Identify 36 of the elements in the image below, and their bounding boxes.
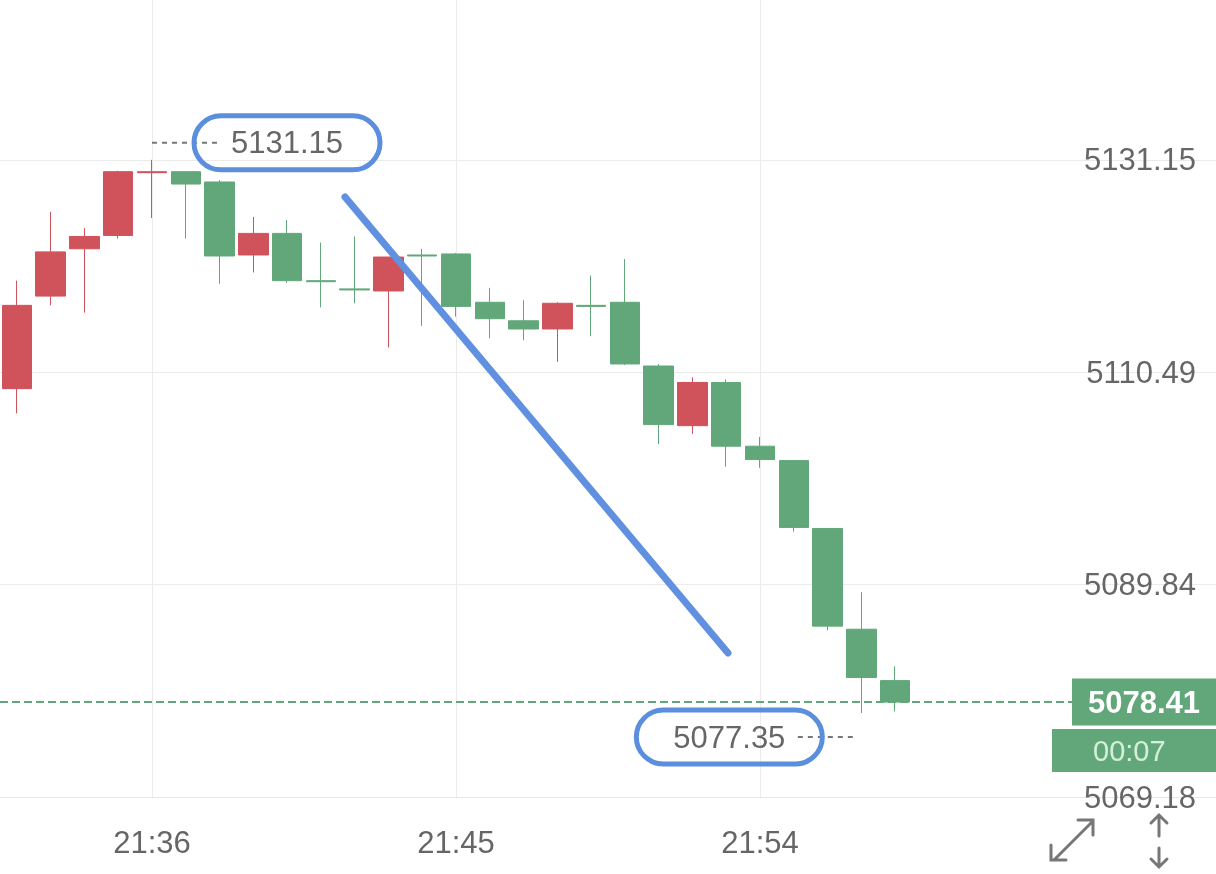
candlestick [677, 376, 708, 435]
x-tick-label: 21:54 [721, 825, 799, 860]
candlestick [103, 170, 133, 240]
candlestick [204, 179, 235, 285]
y-tick-label: 5131.15 [1083, 142, 1196, 178]
annotation: 5131.15 [230, 125, 344, 161]
candlestick [339, 235, 370, 304]
y-tick-label: 5069.18 [1083, 779, 1196, 815]
candlestick [407, 248, 437, 327]
candlestick [508, 299, 539, 341]
annotation: 00:07 [1093, 734, 1166, 767]
candlestick [610, 258, 640, 366]
x-tick-label: 21:36 [113, 825, 191, 860]
candlestick [306, 242, 336, 308]
annotation: 5077.35 [673, 719, 786, 755]
candlestick [475, 287, 505, 339]
y-tick-label: 5110.49 [1086, 354, 1196, 390]
candlestick [745, 436, 775, 469]
candlestick [711, 378, 741, 468]
candlestick [373, 256, 404, 349]
candlestick [171, 171, 201, 240]
candlestick [542, 301, 573, 363]
x-tick-label: 21:45 [417, 825, 495, 860]
candlestick [576, 275, 606, 337]
candlestick [272, 219, 302, 284]
candlestick [643, 363, 674, 445]
candlestick [812, 527, 843, 631]
candlestick [441, 252, 471, 318]
y-tick-label: 5089.84 [1083, 567, 1196, 603]
ref-line-label: 5078.41 [1087, 684, 1200, 720]
candlestick [69, 227, 100, 314]
candlestick [2, 280, 32, 414]
candlestick [779, 460, 809, 533]
candlestick [238, 216, 269, 273]
candlestick [137, 159, 167, 219]
candlestick [35, 211, 66, 306]
